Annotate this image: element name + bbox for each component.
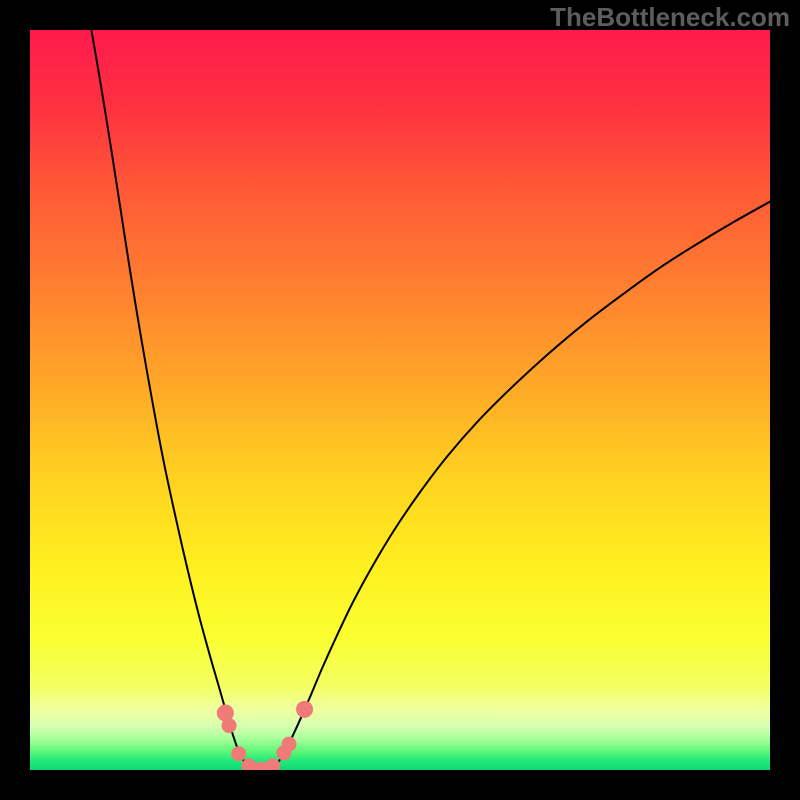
marker-point <box>232 747 246 761</box>
marker-point <box>297 701 313 717</box>
watermark-text: TheBottleneck.com <box>550 2 790 33</box>
plot-svg <box>30 30 770 770</box>
marker-point <box>266 759 280 770</box>
plot-area <box>30 30 770 770</box>
gradient-background <box>30 30 770 770</box>
marker-point <box>222 719 236 733</box>
marker-point <box>282 737 296 751</box>
